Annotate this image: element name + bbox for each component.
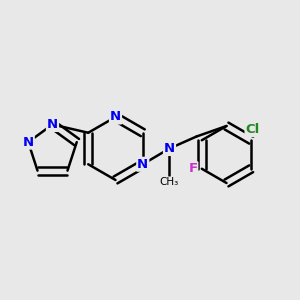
- Text: CH₃: CH₃: [160, 177, 179, 187]
- Text: N: N: [137, 158, 148, 171]
- Text: N: N: [110, 110, 121, 124]
- Text: N: N: [47, 118, 58, 131]
- Text: N: N: [23, 136, 34, 148]
- Text: F: F: [188, 162, 197, 175]
- Text: N: N: [164, 142, 175, 155]
- Text: Cl: Cl: [246, 123, 260, 136]
